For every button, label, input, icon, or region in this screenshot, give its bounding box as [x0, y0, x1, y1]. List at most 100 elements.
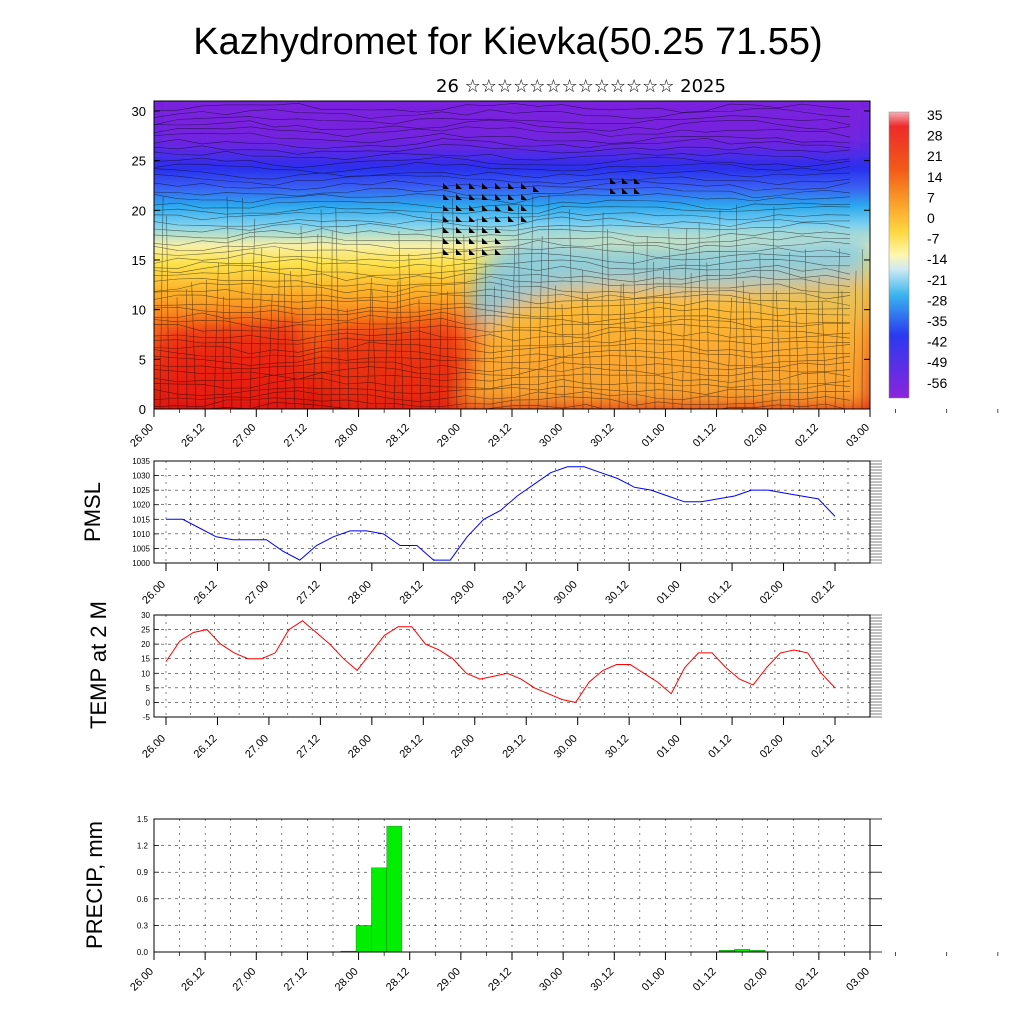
streamline-vertical — [213, 262, 219, 409]
xtick-label: 28.00 — [333, 422, 361, 450]
xtick-label: 26.00 — [128, 422, 156, 450]
xtick-label: 29.00 — [435, 422, 463, 450]
streamline-vertical — [771, 206, 775, 409]
streamline — [154, 361, 851, 373]
xtick-label: 03.00 — [844, 422, 872, 450]
wind-barb — [482, 205, 488, 211]
ytick-label: 1030 — [132, 472, 150, 481]
ytick-label: 1020 — [132, 501, 150, 510]
pmsl-x-axis: 26.00 26.12 27.00 27.12 28.00 28.12 29.00 29.12… — [140, 563, 837, 607]
ytick-label: 20 — [141, 640, 150, 649]
streamline — [154, 126, 851, 138]
xtick-label: 02.00 — [742, 422, 770, 450]
wind-barb — [622, 188, 628, 194]
streamline — [154, 281, 851, 294]
streamline — [154, 137, 851, 149]
streamline-vertical — [841, 290, 845, 409]
streamline — [154, 161, 851, 174]
xtick-label: 28.12 — [384, 422, 412, 450]
wind-barb — [634, 178, 640, 184]
streamline — [154, 108, 851, 119]
streamline — [154, 355, 851, 367]
xtick-label: 29.12 — [500, 733, 528, 761]
ytick-label: 1000 — [132, 559, 150, 568]
xtick-label: 02.12 — [809, 733, 837, 761]
precip-panel: PRECIP, mm 0.0 0.3 0.6 0.9 1.2 1.5 26.00 26.12… — [82, 815, 999, 994]
streamline-vertical — [668, 228, 674, 409]
streamline — [154, 119, 851, 132]
colorbar-label: 28 — [927, 128, 943, 144]
streamline-vertical — [356, 224, 359, 409]
xtick-label: 26.12 — [179, 422, 207, 450]
temp-frame — [153, 614, 871, 718]
xtick-label: 30.12 — [603, 579, 631, 607]
streamline-vertical — [204, 279, 207, 409]
streamline — [154, 199, 851, 210]
xtick-label: 30.00 — [537, 422, 565, 450]
streamline-vertical — [726, 297, 732, 409]
xtick-label: 27.12 — [295, 733, 323, 761]
precip-bar — [386, 825, 403, 953]
pmsl-grid — [154, 460, 870, 564]
cross-section-x-axis: 26.00 26.12 27.00 27.12 28.00 28.12 29.00 29.12… — [128, 409, 999, 450]
streamline-vertical — [463, 234, 467, 409]
streamline-vertical — [267, 293, 273, 409]
xtick-label: 02.12 — [793, 422, 821, 450]
streamline-vertical — [861, 249, 864, 409]
wind-barb — [533, 186, 539, 192]
streamline — [154, 269, 851, 283]
colorbar-label: -28 — [927, 292, 947, 308]
wind-streamlines — [154, 102, 864, 409]
colorbar-label: -42 — [927, 334, 947, 350]
streamline-vertical — [474, 218, 478, 409]
ytick-label: 1.5 — [137, 815, 149, 824]
xtick-label: 26.12 — [192, 733, 220, 761]
streamline-vertical — [335, 208, 341, 409]
streamline-vertical — [249, 218, 256, 409]
wind-barb — [610, 178, 616, 184]
streamline-vertical — [290, 271, 296, 409]
streamline-vertical — [483, 262, 487, 409]
xtick-label: 01.12 — [706, 579, 734, 607]
temp-y-axis: -5 0 5 10 15 20 25 30 — [141, 611, 882, 722]
precip-y-axis: 0.0 0.3 0.6 0.9 1.2 1.5 — [137, 815, 882, 957]
streamline-vertical — [607, 229, 611, 409]
wind-barb — [495, 216, 501, 222]
streamline-vertical — [320, 209, 323, 409]
wind-barb — [443, 205, 449, 211]
wind-barb — [482, 194, 488, 200]
ytick-label: 1025 — [132, 486, 150, 495]
xs-ytick-label: 10 — [132, 303, 146, 318]
streamline-vertical — [546, 193, 550, 409]
ytick-label: 0.9 — [137, 868, 149, 877]
colorbar-label: 35 — [927, 107, 943, 123]
wind-barb — [443, 249, 449, 255]
xs-ytick-label: 15 — [132, 253, 146, 268]
streamline-vertical — [176, 297, 179, 409]
pmsl-y-axis: 1000 1005 1010 1015 1020 1025 1030 1035 — [132, 457, 882, 568]
wind-barb — [456, 238, 462, 244]
xtick-label: 01.00 — [655, 733, 683, 761]
streamline — [154, 102, 851, 113]
streamline — [154, 186, 851, 199]
streamline — [154, 206, 851, 215]
wind-barb — [456, 216, 462, 222]
xtick-label: 30.12 — [588, 966, 616, 994]
streamline — [154, 156, 851, 169]
precip-x-axis: 26.00 26.12 27.00 27.12 28.00 28.12 29.00 29.12… — [128, 952, 999, 994]
streamline-vertical — [159, 196, 164, 409]
streamline-vertical — [452, 197, 458, 409]
wind-barb — [456, 249, 462, 255]
streamline-vertical — [418, 298, 422, 409]
xs-ytick-label: 5 — [139, 352, 146, 367]
colorbar: 35 28 21 14 7 0 -7 -14 -21 -28 -35 -42 -49 -56 — [888, 107, 947, 399]
streamline-vertical — [561, 304, 566, 409]
wind-barb — [610, 188, 616, 194]
wind-barb — [482, 227, 488, 233]
xtick-label: 29.12 — [486, 966, 514, 994]
streamline-vertical — [618, 284, 622, 409]
streamline — [154, 311, 851, 324]
wind-barb — [521, 183, 527, 189]
xtick-label: 28.12 — [397, 733, 425, 761]
